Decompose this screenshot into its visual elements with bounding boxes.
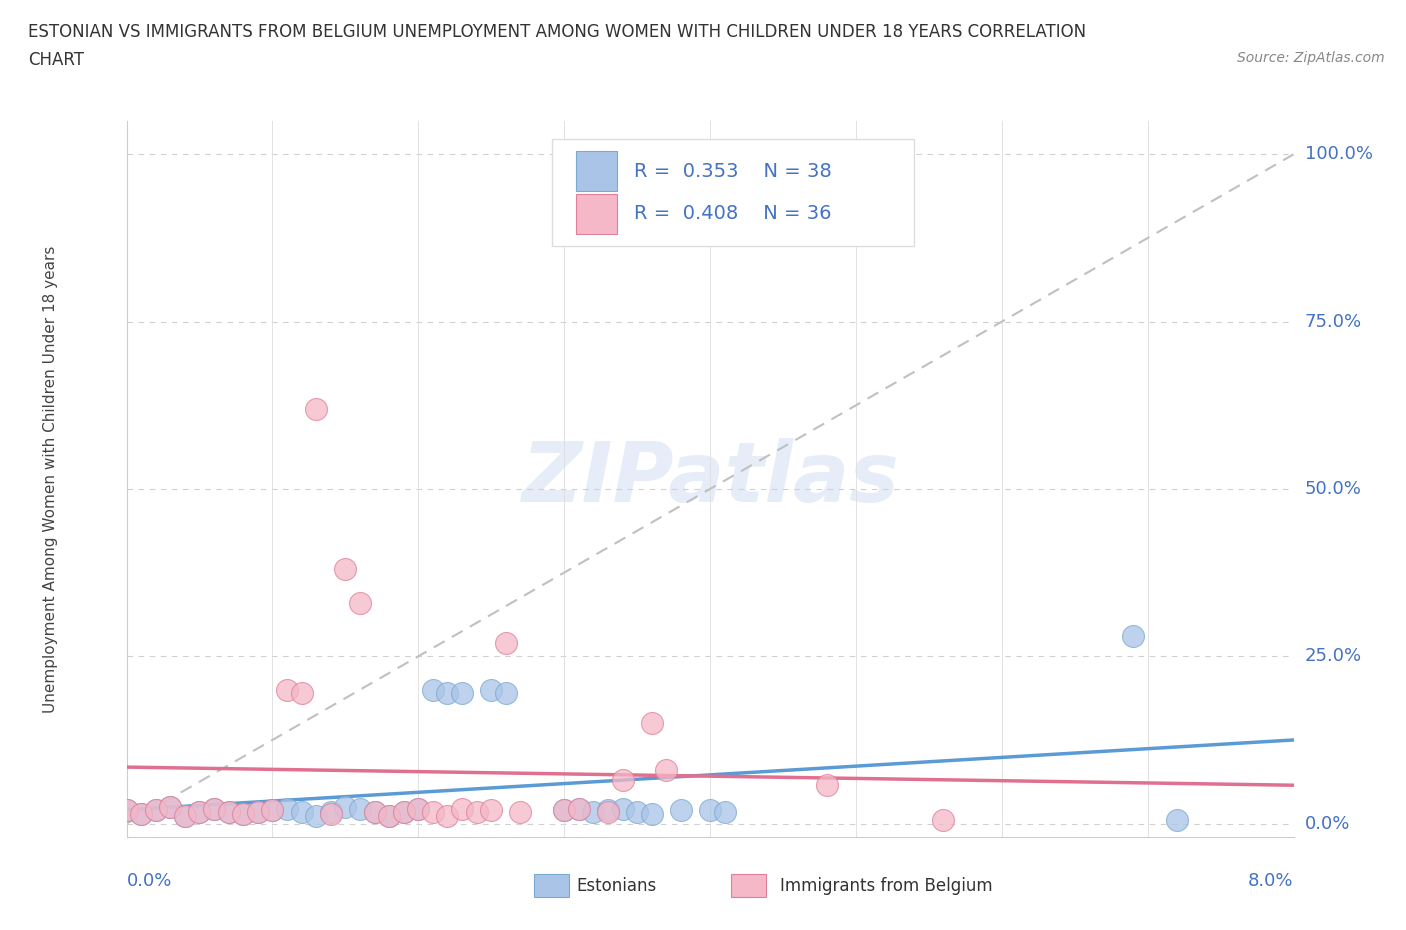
Point (408, 802, 430, 817)
Text: 8.0%: 8.0% (1249, 871, 1294, 890)
Point (815, 777, 838, 792)
Point (655, 763, 678, 777)
Point (363, 804, 385, 819)
Point (408, 802, 430, 817)
Point (465, 804, 488, 819)
Point (932, 813, 955, 828)
Text: Immigrants from Belgium: Immigrants from Belgium (780, 877, 993, 896)
Text: Estonians: Estonians (576, 877, 657, 896)
Text: Unemployment Among Women with Children Under 18 years: Unemployment Among Women with Children U… (44, 246, 58, 712)
FancyBboxPatch shape (553, 139, 914, 246)
Point (640, 806, 664, 821)
Point (232, 806, 254, 821)
Point (479, 683, 502, 698)
Point (129, 806, 152, 821)
Text: ZIPatlas: ZIPatlas (522, 438, 898, 520)
Point (159, 800, 181, 815)
Point (349, 595, 371, 610)
Text: 25.0%: 25.0% (1305, 647, 1362, 665)
Point (218, 804, 240, 819)
Text: 50.0%: 50.0% (1305, 480, 1361, 498)
Point (582, 804, 605, 819)
Point (378, 808, 401, 823)
FancyBboxPatch shape (576, 194, 617, 233)
Point (188, 804, 211, 819)
Point (276, 683, 298, 698)
Point (392, 804, 415, 819)
Point (553, 803, 575, 817)
Point (319, 806, 342, 821)
Point (495, 685, 517, 700)
Point (596, 803, 619, 817)
Point (218, 804, 240, 819)
Point (319, 804, 342, 819)
Point (363, 804, 385, 819)
Point (262, 803, 284, 817)
Point (232, 806, 254, 821)
Point (188, 804, 211, 819)
Point (422, 804, 444, 819)
Point (451, 802, 474, 817)
FancyBboxPatch shape (576, 152, 617, 191)
Text: 100.0%: 100.0% (1305, 145, 1372, 164)
Point (568, 802, 591, 817)
Point (509, 804, 531, 819)
Point (640, 716, 664, 731)
Text: 0.0%: 0.0% (1305, 815, 1350, 832)
Point (699, 803, 721, 817)
Point (612, 802, 634, 817)
Point (290, 685, 312, 700)
Text: ESTONIAN VS IMMIGRANTS FROM BELGIUM UNEMPLOYMENT AMONG WOMEN WITH CHILDREN UNDER: ESTONIAN VS IMMIGRANTS FROM BELGIUM UNEM… (28, 23, 1087, 41)
Point (495, 635, 517, 650)
Point (115, 803, 138, 817)
Point (335, 800, 357, 815)
Point (246, 804, 269, 819)
Point (1166, 813, 1188, 828)
Point (305, 401, 328, 416)
Point (626, 804, 648, 819)
Point (479, 803, 502, 817)
Point (568, 802, 591, 817)
Point (669, 803, 692, 817)
Text: CHART: CHART (28, 51, 84, 69)
Point (202, 802, 225, 817)
Point (290, 804, 312, 819)
Point (422, 683, 444, 698)
Point (436, 685, 458, 700)
Point (553, 803, 575, 817)
Point (596, 804, 619, 819)
Point (129, 806, 152, 821)
Point (174, 808, 197, 823)
Point (145, 803, 167, 817)
Point (349, 802, 371, 817)
Point (436, 808, 458, 823)
Point (713, 804, 735, 819)
Text: Source: ZipAtlas.com: Source: ZipAtlas.com (1237, 51, 1385, 65)
Text: 0.0%: 0.0% (127, 871, 172, 890)
Point (392, 804, 415, 819)
Point (1122, 629, 1144, 644)
Point (612, 773, 634, 788)
Text: R =  0.408    N = 36: R = 0.408 N = 36 (634, 205, 832, 223)
Point (246, 804, 269, 819)
Point (262, 803, 284, 817)
Point (202, 802, 225, 817)
Point (115, 803, 138, 817)
Point (145, 803, 167, 817)
Point (335, 562, 357, 577)
Point (378, 808, 401, 823)
Point (174, 808, 197, 823)
Point (451, 685, 474, 700)
Point (276, 802, 298, 817)
Point (159, 800, 181, 815)
Text: 75.0%: 75.0% (1305, 312, 1362, 331)
Point (305, 808, 328, 823)
Text: R =  0.353    N = 38: R = 0.353 N = 38 (634, 162, 832, 180)
